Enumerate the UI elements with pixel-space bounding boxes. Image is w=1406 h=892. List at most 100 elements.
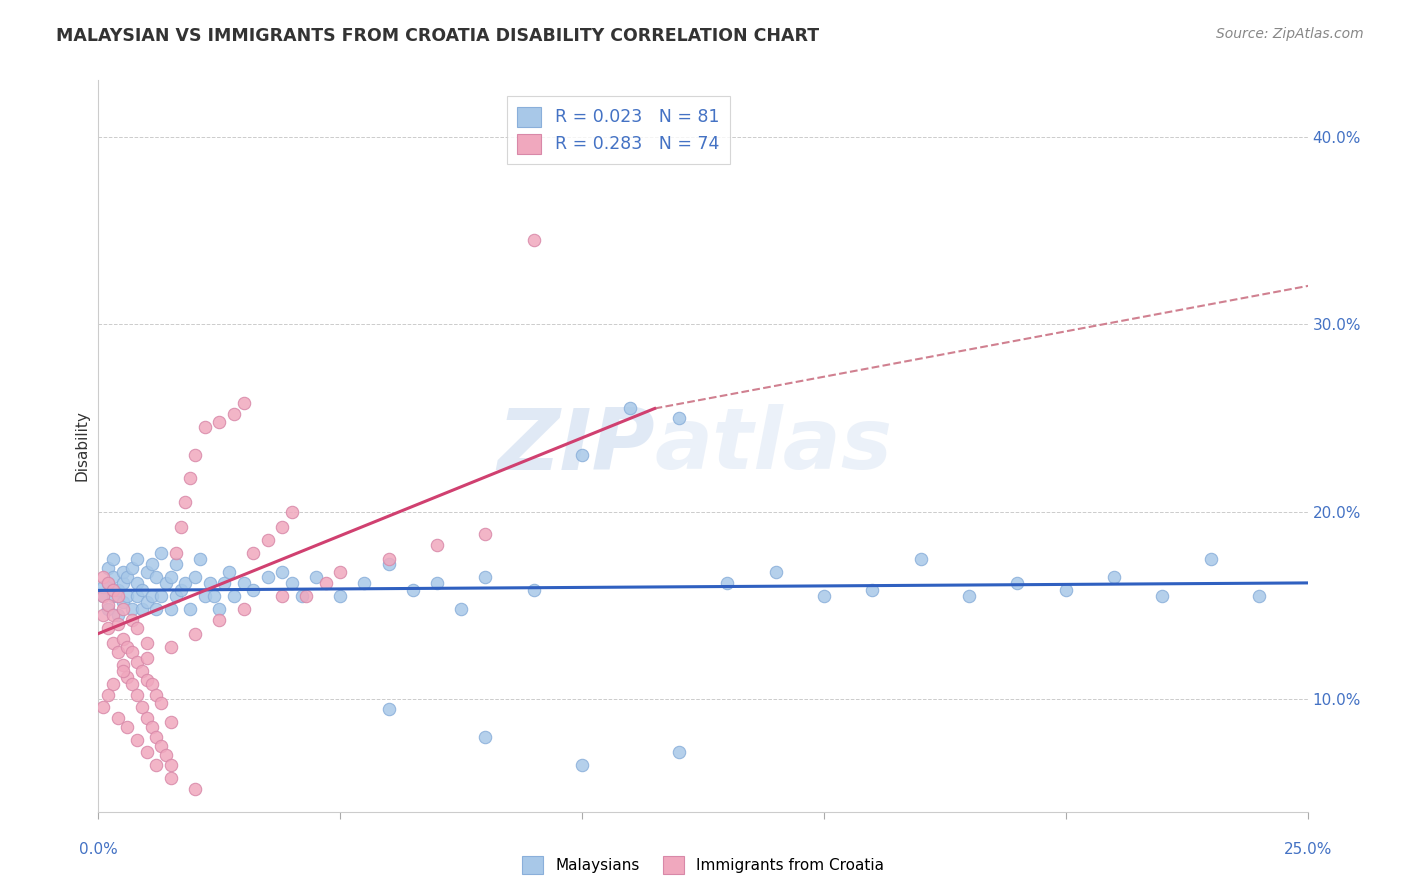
Point — [145, 602, 167, 616]
Point — [131, 583, 153, 598]
Point — [145, 689, 167, 703]
Point — [232, 575, 254, 590]
Point — [1007, 575, 1029, 590]
Legend: Malaysians, Immigrants from Croatia: Malaysians, Immigrants from Croatia — [516, 850, 890, 880]
Point — [426, 538, 449, 552]
Point — [281, 505, 304, 519]
Point — [101, 589, 124, 603]
Point — [107, 645, 129, 659]
Point — [107, 589, 129, 603]
Point — [523, 233, 546, 247]
Point — [165, 546, 187, 560]
Point — [91, 589, 114, 603]
Point — [111, 658, 134, 673]
Point — [571, 757, 593, 772]
Point — [111, 575, 134, 590]
Point — [271, 565, 294, 579]
Point — [184, 570, 207, 584]
Point — [145, 757, 167, 772]
Point — [256, 570, 278, 584]
Point — [135, 565, 157, 579]
Point — [169, 583, 191, 598]
Point — [474, 570, 496, 584]
Point — [571, 449, 593, 463]
Point — [169, 519, 191, 533]
Point — [188, 551, 211, 566]
Point — [242, 583, 264, 598]
Point — [329, 589, 352, 603]
Point — [160, 771, 183, 785]
Point — [184, 626, 207, 640]
Point — [150, 696, 173, 710]
Point — [232, 396, 254, 410]
Point — [97, 602, 120, 616]
Point — [668, 745, 690, 759]
Point — [290, 589, 312, 603]
Point — [160, 640, 183, 654]
Point — [107, 607, 129, 622]
Point — [141, 589, 163, 603]
Point — [281, 575, 304, 590]
Point — [97, 621, 120, 635]
Point — [135, 711, 157, 725]
Point — [523, 583, 546, 598]
Text: MALAYSIAN VS IMMIGRANTS FROM CROATIA DISABILITY CORRELATION CHART: MALAYSIAN VS IMMIGRANTS FROM CROATIA DIS… — [56, 27, 820, 45]
Point — [97, 599, 120, 613]
Point — [127, 621, 149, 635]
Point — [101, 583, 124, 598]
Point — [111, 602, 134, 616]
Point — [101, 570, 124, 584]
Point — [179, 602, 201, 616]
Point — [117, 670, 139, 684]
Point — [165, 589, 187, 603]
Point — [160, 602, 183, 616]
Point — [208, 614, 231, 628]
Legend: R = 0.023   N = 81, R = 0.283   N = 74: R = 0.023 N = 81, R = 0.283 N = 74 — [506, 96, 730, 164]
Point — [377, 701, 399, 715]
Point — [474, 527, 496, 541]
Point — [222, 589, 245, 603]
Point — [131, 664, 153, 678]
Point — [101, 636, 124, 650]
Point — [117, 720, 139, 734]
Point — [155, 748, 177, 763]
Point — [377, 557, 399, 571]
Point — [121, 602, 143, 616]
Text: ZIP: ZIP — [496, 404, 655, 488]
Point — [121, 561, 143, 575]
Point — [194, 589, 217, 603]
Point — [91, 699, 114, 714]
Point — [208, 415, 231, 429]
Point — [127, 589, 149, 603]
Point — [127, 689, 149, 703]
Point — [135, 745, 157, 759]
Point — [1249, 589, 1271, 603]
Point — [765, 565, 787, 579]
Point — [198, 575, 221, 590]
Point — [121, 614, 143, 628]
Point — [1054, 583, 1077, 598]
Point — [101, 677, 124, 691]
Point — [127, 733, 149, 747]
Point — [184, 782, 207, 797]
Point — [329, 565, 352, 579]
Point — [155, 575, 177, 590]
Point — [305, 570, 328, 584]
Point — [174, 495, 197, 509]
Point — [150, 546, 173, 560]
Point — [1152, 589, 1174, 603]
Point — [135, 636, 157, 650]
Point — [271, 589, 294, 603]
Point — [315, 575, 337, 590]
Point — [107, 583, 129, 598]
Point — [117, 570, 139, 584]
Point — [165, 557, 187, 571]
Y-axis label: Disability: Disability — [75, 410, 90, 482]
Point — [117, 640, 139, 654]
Point — [402, 583, 425, 598]
Point — [668, 410, 690, 425]
Point — [111, 595, 134, 609]
Point — [212, 575, 235, 590]
Text: 25.0%: 25.0% — [1284, 842, 1331, 857]
Point — [127, 551, 149, 566]
